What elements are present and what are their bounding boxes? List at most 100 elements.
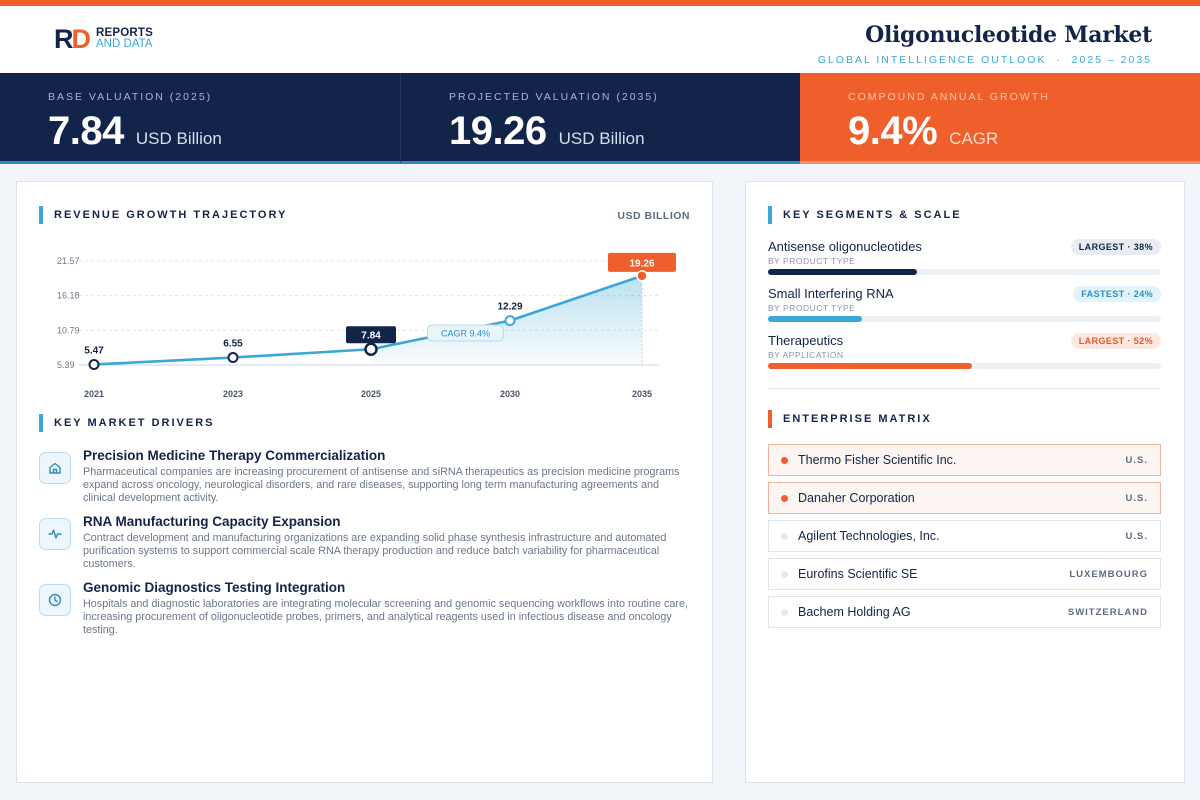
- status-dot: [781, 457, 788, 464]
- driver-title: RNA Manufacturing Capacity Expansion: [83, 514, 341, 529]
- kpi-unit: USD Billion: [135, 129, 222, 148]
- page-title: Oligonucleotide Market: [865, 22, 1152, 48]
- segments-section-title-text: KEY SEGMENTS & SCALE: [783, 209, 962, 221]
- left-panel: REVENUE GROWTH TRAJECTORY USD BILLION 21…: [16, 181, 713, 783]
- kpi-label: PROJECTED VALUATION (2035): [449, 91, 659, 103]
- driver-description: Contract development and manufacturing o…: [83, 532, 667, 570]
- chart-section-title: REVENUE GROWTH TRAJECTORY: [39, 206, 287, 224]
- section-accent: [39, 414, 43, 432]
- segment-item: Therapeutics BY APPLICATION LARGEST · 52…: [768, 333, 1161, 380]
- data-point: [88, 358, 100, 370]
- enterprise-name: Danaher Corporation: [798, 491, 915, 505]
- driver-title: Precision Medicine Therapy Commercializa…: [83, 448, 386, 463]
- segment-badge: FASTEST · 24%: [1073, 286, 1161, 302]
- value-label: 6.55: [223, 339, 243, 350]
- enterprise-country: U.S.: [1125, 455, 1148, 466]
- enterprise-row[interactable]: Agilent Technologies, Inc. U.S.: [768, 520, 1161, 552]
- enterprise-row[interactable]: Danaher Corporation U.S.: [768, 482, 1161, 514]
- driver-description: Pharmaceutical companies are increasing …: [83, 466, 680, 504]
- kpi-label: COMPOUND ANNUAL GROWTH: [848, 91, 1050, 103]
- chart-unit-label: USD BILLION: [617, 210, 690, 222]
- segment-share-track: [768, 316, 1161, 322]
- kpi-strip: BASE VALUATION (2025) 7.84 USD Billion P…: [0, 73, 1200, 164]
- segment-share-bar: [768, 363, 973, 369]
- segment-badge: LARGEST · 52%: [1070, 333, 1161, 349]
- drivers-section-title: KEY MARKET DRIVERS: [39, 414, 214, 432]
- activity-icon: [39, 518, 71, 550]
- section-accent: [768, 410, 772, 428]
- segment-category: BY APPLICATION: [768, 350, 844, 360]
- segment-item: Small Interfering RNA BY PRODUCT TYPE FA…: [768, 286, 1161, 333]
- data-point: [364, 342, 378, 357]
- enterprise-name: Eurofins Scientific SE: [798, 567, 918, 581]
- report-title-block: Oligonucleotide Market GLOBAL INTELLIGEN…: [818, 22, 1153, 66]
- driver-item: Precision Medicine Therapy Commercializa…: [39, 448, 689, 514]
- cagr-annotation-pill: [427, 324, 504, 342]
- driver-description: Hospitals and diagnostic laboratories ar…: [83, 598, 688, 636]
- data-point: [504, 315, 516, 327]
- enterprise-row[interactable]: Bachem Holding AG SWITZERLAND: [768, 596, 1161, 628]
- status-dot: [781, 609, 788, 616]
- right-panel: KEY SEGMENTS & SCALE Antisense oligonucl…: [745, 181, 1185, 783]
- section-accent: [39, 206, 43, 224]
- value-label: 5.47: [84, 345, 104, 356]
- matrix-section-title-text: ENTERPRISE MATRIX: [783, 413, 932, 425]
- segment-name: Therapeutics: [768, 333, 844, 348]
- kpi-unit: USD Billion: [558, 129, 645, 148]
- status-dot: [781, 495, 788, 502]
- y-tick-label: 21.57: [57, 256, 80, 266]
- driver-item: Genomic Diagnostics Testing Integration …: [39, 580, 689, 646]
- segments-section-title: KEY SEGMENTS & SCALE: [768, 206, 962, 224]
- segment-share-bar: [768, 269, 918, 275]
- enterprise-name: Thermo Fisher Scientific Inc.: [798, 453, 957, 467]
- clock-icon: [39, 584, 71, 616]
- x-tick-label: 2021: [84, 389, 104, 399]
- forecast-area: [371, 275, 642, 365]
- segment-category: BY PRODUCT TYPE: [768, 256, 856, 266]
- enterprise-country: U.S.: [1125, 493, 1148, 504]
- enterprise-row[interactable]: Eurofins Scientific SE LUXEMBOURG: [768, 558, 1161, 590]
- value-label-bg: [346, 326, 396, 344]
- enterprise-country: SWITZERLAND: [1067, 607, 1148, 618]
- segment-name: Small Interfering RNA: [768, 286, 894, 301]
- value-label-bg: [608, 252, 676, 272]
- x-tick-label: 2023: [223, 389, 243, 399]
- driver-title: Genomic Diagnostics Testing Integration: [83, 580, 346, 595]
- kpi-projected-valuation: PROJECTED VALUATION (2035) 19.26 USD Bil…: [400, 73, 800, 164]
- segment-share-track: [768, 363, 1161, 369]
- home-icon: [39, 452, 71, 484]
- drivers-section-title-text: KEY MARKET DRIVERS: [54, 417, 215, 429]
- revenue-chart: 21.57 16.18 10.79 5.39 CAGR 9.4% 5.47 2021 6.55…: [57, 252, 676, 399]
- status-dot: [781, 533, 788, 540]
- section-accent: [768, 206, 772, 224]
- chart-section-title-text: REVENUE GROWTH TRAJECTORY: [54, 209, 288, 221]
- drivers-list: Precision Medicine Therapy Commercializa…: [39, 448, 689, 646]
- kpi-value: 19.26: [449, 109, 547, 153]
- enterprise-country: U.S.: [1125, 531, 1148, 542]
- x-tick-label: 2035: [632, 389, 652, 399]
- segment-category: BY PRODUCT TYPE: [768, 303, 856, 313]
- enterprise-name: Bachem Holding AG: [798, 605, 911, 619]
- driver-item: RNA Manufacturing Capacity Expansion Con…: [39, 514, 689, 580]
- value-label: 7.84: [361, 330, 381, 341]
- brand-line-2: AND DATA: [96, 38, 153, 50]
- segment-share-bar: [768, 316, 863, 322]
- segment-share-track: [768, 269, 1161, 275]
- value-label: 12.29: [497, 302, 522, 313]
- kpi-value: 7.84: [48, 109, 124, 153]
- kpi-base-valuation: BASE VALUATION (2025) 7.84 USD Billion: [0, 73, 400, 164]
- top-accent-bar: [0, 0, 1200, 6]
- logo-text: REPORTS AND DATA: [96, 27, 153, 50]
- enterprise-list: Thermo Fisher Scientific Inc. U.S. Danah…: [768, 444, 1161, 634]
- segment-badge: LARGEST · 38%: [1070, 239, 1161, 255]
- x-tick-label: 2030: [500, 389, 520, 399]
- value-label: 19.26: [629, 258, 654, 269]
- enterprise-row[interactable]: Thermo Fisher Scientific Inc. U.S.: [768, 444, 1161, 476]
- status-dot: [781, 571, 788, 578]
- enterprise-name: Agilent Technologies, Inc.: [798, 529, 940, 543]
- data-point: [636, 270, 648, 282]
- kpi-cagr: COMPOUND ANNUAL GROWTH 9.4% CAGR: [800, 73, 1200, 164]
